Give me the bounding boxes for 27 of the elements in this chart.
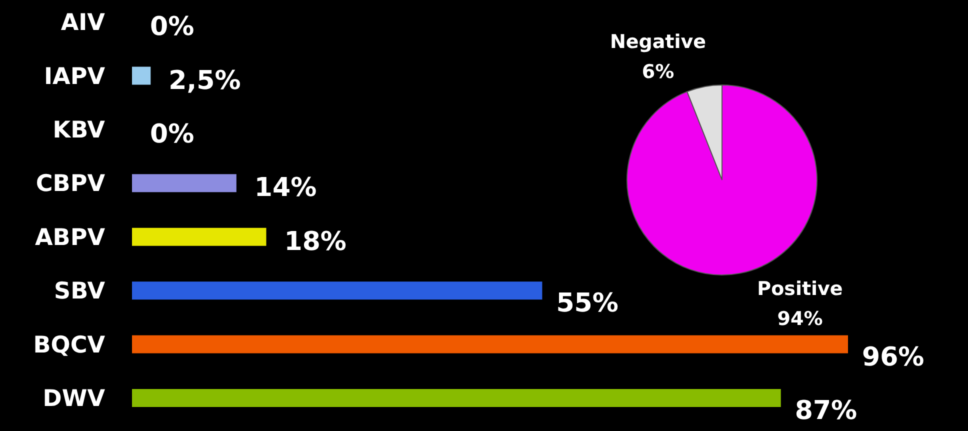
data-label: 0% — [150, 120, 194, 150]
bar — [132, 228, 266, 246]
slice-label: Positive — [757, 278, 843, 300]
data-label: 87% — [794, 396, 858, 426]
data-label: 2,5% — [168, 66, 241, 96]
bar — [132, 335, 848, 354]
bar — [132, 66, 151, 85]
data-label: 0% — [150, 12, 194, 42]
y-tick-label: SBV — [54, 278, 106, 305]
bar — [132, 174, 236, 192]
y-tick-label: CBPV — [36, 171, 106, 198]
y-tick-label: IAPV — [44, 64, 106, 90]
data-label: 55% — [556, 288, 618, 319]
data-label: 14% — [254, 173, 317, 204]
y-tick-label: KBV — [52, 117, 106, 144]
data-label: 6% — [642, 61, 674, 83]
bar — [132, 389, 781, 407]
data-label: 96% — [862, 342, 924, 372]
data-label: 18% — [284, 226, 346, 257]
data-label: 94% — [777, 308, 823, 330]
y-tick-label: AIV — [60, 10, 106, 36]
y-tick-label: BQCV — [33, 332, 106, 358]
y-tick-label: ABPV — [35, 224, 106, 251]
bar — [132, 282, 542, 300]
y-tick-label: DWV — [42, 386, 106, 412]
pie-slice — [626, 84, 818, 276]
slice-label: Negative — [610, 31, 706, 53]
